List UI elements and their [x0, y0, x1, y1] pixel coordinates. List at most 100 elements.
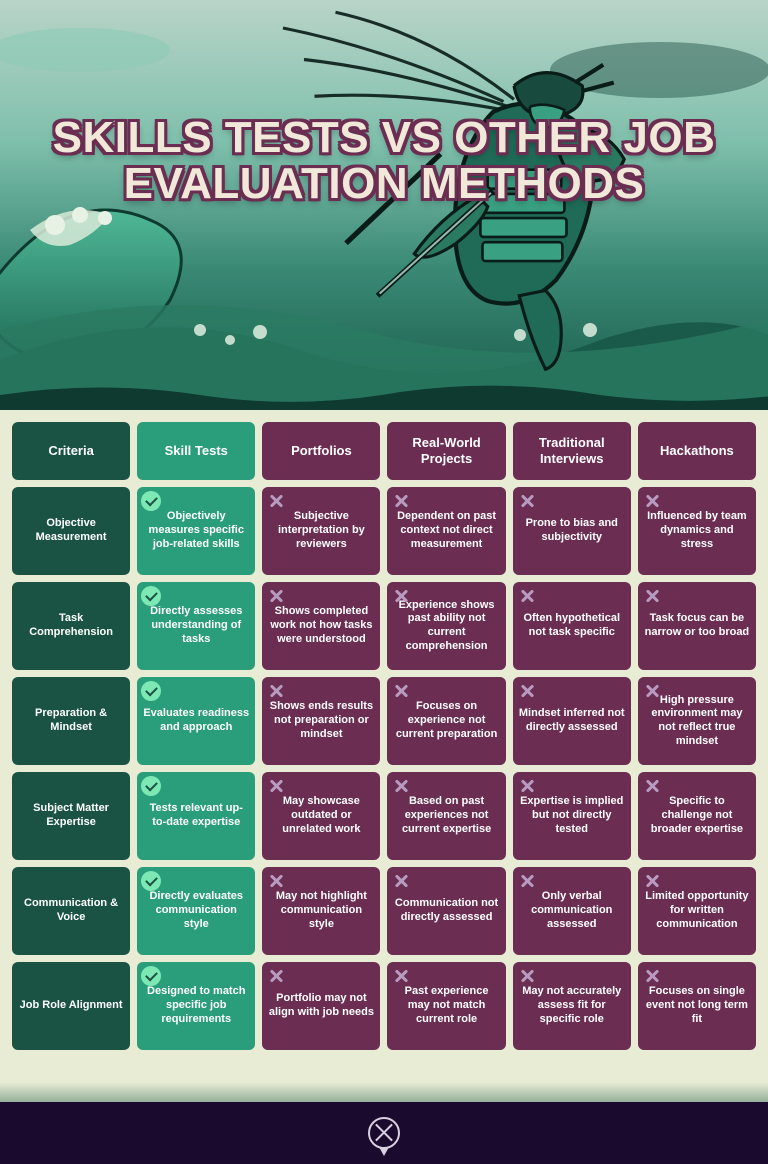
cross-icon [266, 776, 286, 796]
cell-text: Mindset inferred not directly assessed [519, 707, 625, 735]
comparison-cell: Specific to challenge not broader expert… [638, 772, 756, 860]
check-icon [141, 681, 161, 701]
check-icon [141, 586, 161, 606]
comparison-cell: Experience shows past ability not curren… [387, 582, 505, 670]
cell-text: Objectively measures specific job-relate… [143, 510, 249, 551]
criteria-label: Communication & Voice [12, 867, 130, 955]
comparison-table: CriteriaSkill TestsPortfoliosReal-World … [0, 410, 768, 1062]
cell-text: Designed to match specific job requireme… [143, 985, 249, 1026]
comparison-cell: Objectively measures specific job-relate… [137, 487, 255, 575]
column-header: Hackathons [638, 422, 756, 480]
cell-text: Prone to bias and subjectivity [519, 517, 625, 545]
cell-text: Expertise is implied but not directly te… [519, 795, 625, 836]
comparison-cell: Mindset inferred not directly assessed [513, 677, 631, 765]
comparison-cell: Based on past experiences not current ex… [387, 772, 505, 860]
comparison-cell: Subjective interpretation by reviewers [262, 487, 380, 575]
cross-icon [517, 966, 537, 986]
cross-icon [517, 681, 537, 701]
cross-icon [391, 966, 411, 986]
comparison-cell: Past experience may not match current ro… [387, 962, 505, 1050]
cell-text: Directly assesses understanding of tasks [143, 605, 249, 646]
comparison-cell: Communication not directly assessed [387, 867, 505, 955]
comparison-cell: Designed to match specific job requireme… [137, 962, 255, 1050]
check-icon [141, 776, 161, 796]
check-icon [141, 491, 161, 511]
cell-text: Shows completed work not how tasks were … [268, 605, 374, 646]
column-header: Traditional Interviews [513, 422, 631, 480]
column-header: Criteria [12, 422, 130, 480]
cross-icon [642, 776, 662, 796]
cell-text: Task focus can be narrow or too broad [644, 612, 750, 640]
criteria-label: Objective Measurement [12, 487, 130, 575]
cell-text: Based on past experiences not current ex… [393, 795, 499, 836]
comparison-cell: Limited opportunity for written communic… [638, 867, 756, 955]
comparison-cell: Tests relevant up-to-date expertise [137, 772, 255, 860]
comparison-cell: Only verbal communication assessed [513, 867, 631, 955]
cell-text: High pressure environment may not reflec… [644, 694, 750, 749]
cell-text: Shows ends results not preparation or mi… [268, 700, 374, 741]
cross-icon [391, 586, 411, 606]
cell-text: Experience shows past ability not curren… [393, 599, 499, 654]
column-header: Real-World Projects [387, 422, 505, 480]
cross-icon [391, 871, 411, 891]
criteria-label: Task Comprehension [12, 582, 130, 670]
comparison-cell: May showcase outdated or unrelated work [262, 772, 380, 860]
cell-text: Subjective interpretation by reviewers [268, 510, 374, 551]
comparison-cell: May not highlight communication style [262, 867, 380, 955]
cell-text: Directly evaluates communication style [143, 890, 249, 931]
cross-icon [517, 586, 537, 606]
comparison-cell: Directly assesses understanding of tasks [137, 582, 255, 670]
cross-icon [642, 491, 662, 511]
comparison-cell: Dependent on past context not direct mea… [387, 487, 505, 575]
comparison-cell: Expertise is implied but not directly te… [513, 772, 631, 860]
comparison-cell: Evaluates readiness and approach [137, 677, 255, 765]
column-header: Skill Tests [137, 422, 255, 480]
page-title: SKILLS TESTS VS OTHER JOB EVALUATION MET… [0, 115, 768, 207]
cross-icon [642, 871, 662, 891]
hero-banner: SKILLS TESTS VS OTHER JOB EVALUATION MET… [0, 0, 768, 410]
comparison-cell: Influenced by team dynamics and stress [638, 487, 756, 575]
cross-icon [391, 776, 411, 796]
cell-text: Portfolio may not align with job needs [268, 992, 374, 1020]
cell-text: Dependent on past context not direct mea… [393, 510, 499, 551]
cross-icon [517, 491, 537, 511]
comparison-cell: Focuses on experience not current prepar… [387, 677, 505, 765]
cross-icon [266, 681, 286, 701]
cross-icon [391, 681, 411, 701]
footer-logo-icon [368, 1117, 400, 1149]
cross-icon [266, 871, 286, 891]
comparison-cell: Directly evaluates communication style [137, 867, 255, 955]
cell-text: Past experience may not match current ro… [393, 985, 499, 1026]
column-header: Portfolios [262, 422, 380, 480]
cross-icon [517, 871, 537, 891]
cell-text: Limited opportunity for written communic… [644, 890, 750, 931]
comparison-cell: Task focus can be narrow or too broad [638, 582, 756, 670]
cell-text: May not accurately assess fit for specif… [519, 985, 625, 1026]
cell-text: Focuses on experience not current prepar… [393, 700, 499, 741]
cell-text: May not highlight communication style [268, 890, 374, 931]
cell-text: Only verbal communication assessed [519, 890, 625, 931]
page-footer [0, 1102, 768, 1164]
cell-text: Influenced by team dynamics and stress [644, 510, 750, 551]
check-icon [141, 871, 161, 891]
cross-icon [266, 586, 286, 606]
criteria-label: Preparation & Mindset [12, 677, 130, 765]
cell-text: Evaluates readiness and approach [143, 707, 249, 735]
comparison-cell: Shows ends results not preparation or mi… [262, 677, 380, 765]
comparison-cell: May not accurately assess fit for specif… [513, 962, 631, 1050]
cell-text: Often hypothetical not task specific [519, 612, 625, 640]
comparison-cell: Shows completed work not how tasks were … [262, 582, 380, 670]
comparison-cell: High pressure environment may not reflec… [638, 677, 756, 765]
cell-text: Specific to challenge not broader expert… [644, 795, 750, 836]
cross-icon [642, 586, 662, 606]
cell-text: Tests relevant up-to-date expertise [143, 802, 249, 830]
cross-icon [642, 966, 662, 986]
cell-text: May showcase outdated or unrelated work [268, 795, 374, 836]
cross-icon [266, 966, 286, 986]
criteria-label: Subject Matter Expertise [12, 772, 130, 860]
comparison-cell: Often hypothetical not task specific [513, 582, 631, 670]
cross-icon [391, 491, 411, 511]
cross-icon [517, 776, 537, 796]
cell-text: Focuses on single event not long term fi… [644, 985, 750, 1026]
comparison-cell: Portfolio may not align with job needs [262, 962, 380, 1050]
